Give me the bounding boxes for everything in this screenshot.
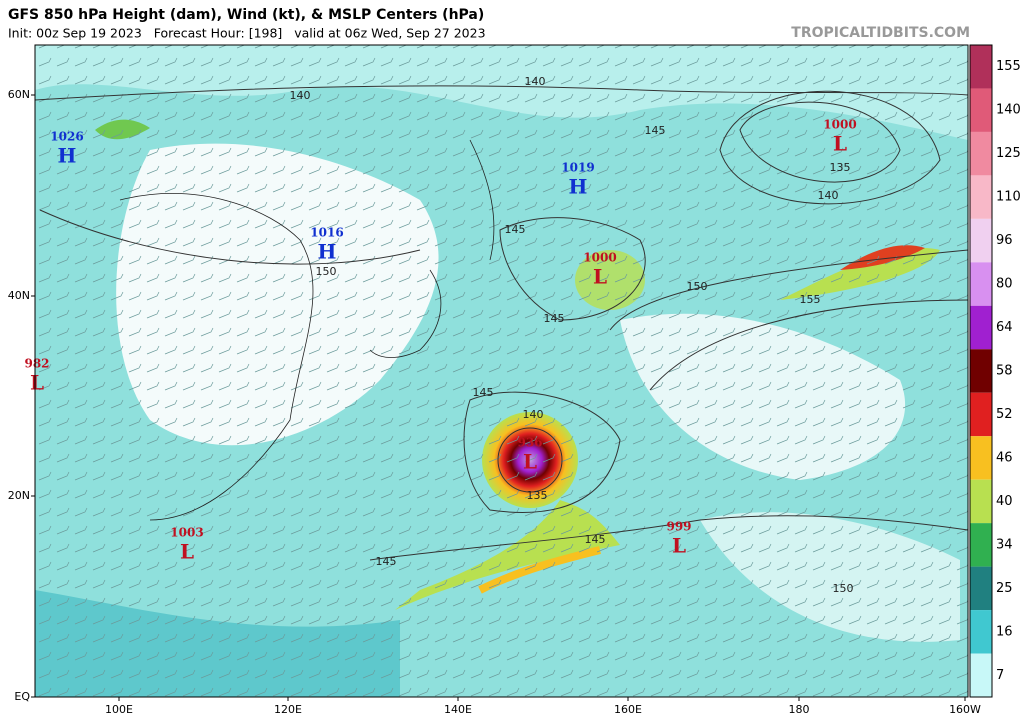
colorbar-segment (970, 88, 992, 132)
center-letter: L (30, 371, 44, 395)
colorbar-label: 40 (996, 494, 1013, 509)
center-letter: H (569, 175, 588, 199)
colorbar-label: 25 (996, 581, 1013, 596)
colorbar-label: 64 (996, 320, 1013, 335)
contour-label: 150 (316, 265, 337, 278)
center-letter: L (180, 540, 194, 564)
center-letter: H (318, 240, 337, 264)
contour-label: 145 (376, 555, 397, 568)
colorbar-segment (970, 479, 992, 524)
colorbar-label: 58 (996, 364, 1013, 379)
contour-label: 140 (290, 89, 311, 102)
contour-label: 150 (833, 582, 854, 595)
center-letter: L (833, 132, 847, 156)
colorbar-segment (970, 566, 992, 611)
center-pressure: 982 (24, 357, 49, 371)
colorbar-label: 80 (996, 277, 1013, 292)
contour-label: 140 (818, 189, 839, 202)
colorbar-label: 155 (996, 59, 1021, 74)
center-pressure: 1000 (823, 118, 856, 132)
lat-label: 20N (8, 489, 30, 502)
contour-label: 135 (830, 161, 851, 174)
colorbar-label: 52 (996, 407, 1013, 422)
colorbar-label: 46 (996, 450, 1013, 465)
colorbar-segment (970, 610, 992, 654)
colorbar-frame (969, 44, 993, 698)
lon-label: 100E (105, 703, 133, 716)
colorbar-label: 34 (996, 537, 1013, 552)
contour-label: 145 (505, 223, 526, 236)
map-frame (34, 44, 969, 698)
colorbar-label: 96 (996, 233, 1013, 248)
lon-label: 160W (949, 703, 981, 716)
lat-label: EQ (14, 690, 30, 703)
colorbar-label: 16 (996, 624, 1013, 639)
lon-label: 140E (444, 703, 472, 716)
colorbar-label: 140 (996, 103, 1021, 118)
center-pressure: 1016 (310, 226, 343, 240)
colorbar-segment (970, 392, 992, 437)
lat-label: 60N (8, 88, 30, 101)
center-pressure: 1019 (561, 161, 594, 175)
contour-label: 155 (800, 293, 821, 306)
contour-label: 145 (473, 386, 494, 399)
lon-label: 120E (274, 703, 302, 716)
lon-label: 180 (789, 703, 810, 716)
colorbar-segment (970, 349, 992, 393)
colorbar-label: 125 (996, 146, 1021, 161)
contour-label: 135 (527, 489, 548, 502)
title: GFS 850 hPa Height (dam), Wind (kt), & M… (8, 7, 484, 23)
colorbar-segment (970, 305, 992, 350)
map-area (34, 45, 969, 697)
center-pressure: 1003 (170, 526, 203, 540)
center-pressure: 999 (666, 520, 691, 534)
center-letter: L (523, 450, 537, 474)
colorbar-segment (970, 262, 992, 306)
colorbar-label: 7 (996, 668, 1004, 683)
watermark: TROPICALTIDBITS.COM (791, 25, 970, 41)
colorbar-segment (970, 45, 992, 89)
contour-label: 140 (525, 75, 546, 88)
center-pressure: 1000 (583, 251, 616, 265)
colorbar-label: 110 (996, 190, 1021, 205)
contour-label: 145 (645, 124, 666, 137)
colorbar-segment (970, 436, 992, 480)
colorbar: 155 140 125 110 96 80 64 58 52 46 40 34 25 16 7 (969, 44, 1021, 698)
contour-label: 140 (523, 408, 544, 421)
subtitle: Init: 00z Sep 19 2023 Forecast Hour: [19… (8, 26, 486, 41)
center-pressure: 936 (517, 436, 542, 450)
lat-label: 40N (8, 289, 30, 302)
center-letter: H (58, 144, 77, 168)
contour-label: 145 (544, 312, 565, 325)
colorbar-segment (970, 218, 992, 263)
colorbar-segment (970, 175, 992, 219)
center-letter: L (672, 534, 686, 558)
center-letter: L (593, 265, 607, 289)
colorbar-segment (970, 653, 992, 697)
colorbar-segment (970, 523, 992, 567)
colorbar-segment (970, 131, 992, 176)
contour-label: 145 (585, 533, 606, 546)
contour-label: 150 (687, 280, 708, 293)
center-pressure: 1026 (50, 130, 83, 144)
lon-label: 160E (614, 703, 642, 716)
